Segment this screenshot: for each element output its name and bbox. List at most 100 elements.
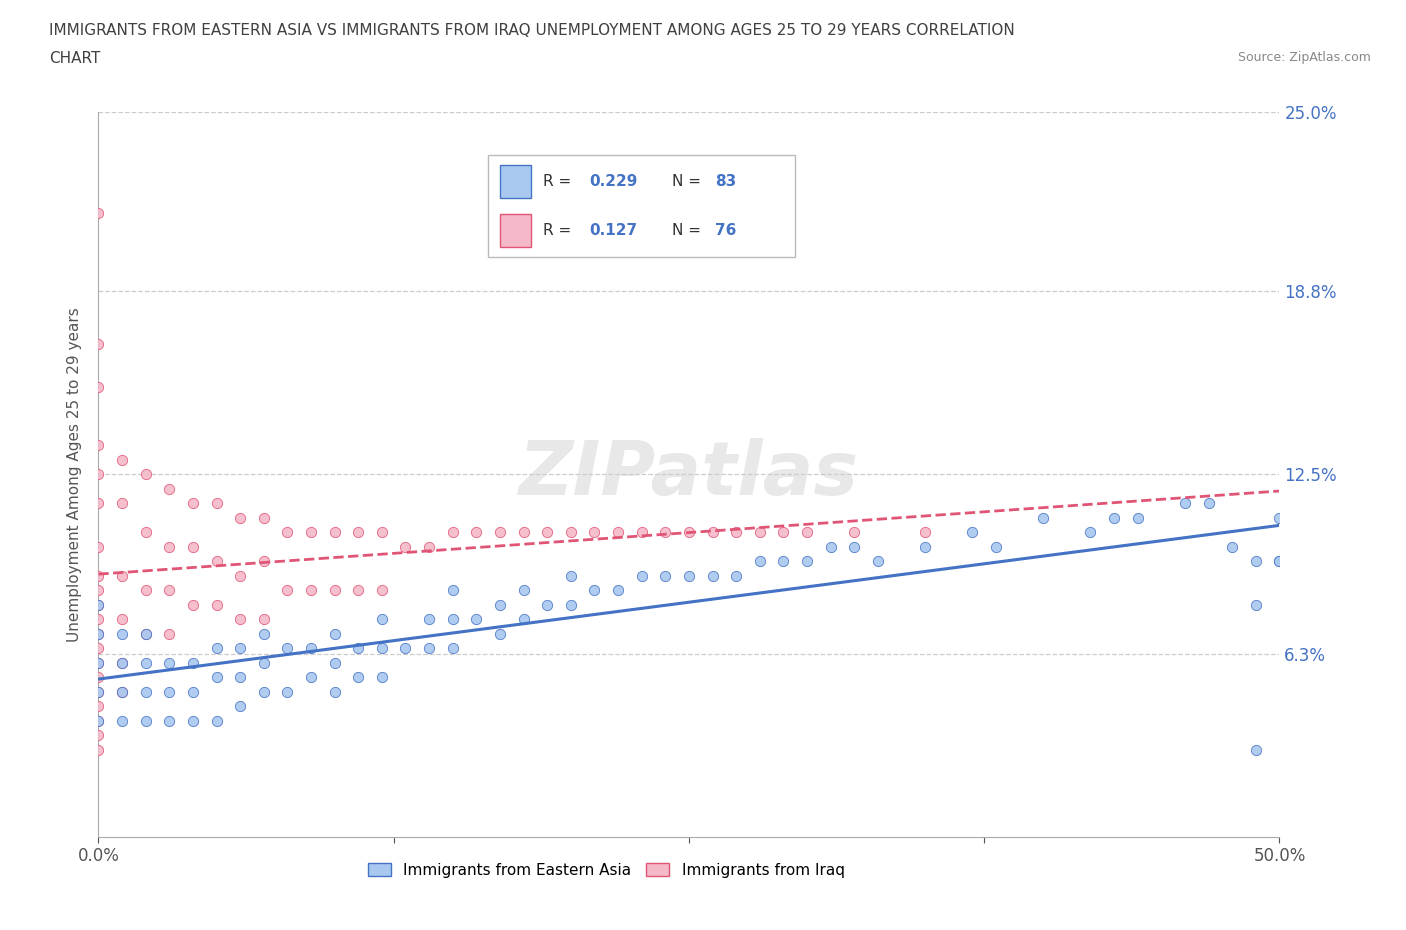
Point	[702, 568, 724, 583]
Point	[1126, 511, 1149, 525]
Point	[1244, 742, 1267, 757]
Point	[157, 539, 180, 554]
Point	[820, 539, 842, 554]
Point	[253, 656, 276, 671]
Point	[1268, 511, 1291, 525]
Point	[844, 539, 866, 554]
Point	[1174, 496, 1197, 511]
Y-axis label: Unemployment Among Ages 25 to 29 years: Unemployment Among Ages 25 to 29 years	[67, 307, 83, 642]
Point	[181, 539, 204, 554]
Point	[157, 482, 180, 497]
Point	[87, 337, 110, 352]
Point	[111, 684, 134, 699]
Point	[371, 670, 394, 684]
Point	[323, 627, 346, 642]
Point	[465, 525, 488, 539]
Point	[347, 670, 370, 684]
Point	[844, 525, 866, 539]
Point	[205, 670, 228, 684]
Point	[796, 525, 818, 539]
Point	[441, 583, 464, 598]
Point	[371, 583, 394, 598]
Point	[87, 713, 110, 728]
Point	[111, 656, 134, 671]
Point	[87, 656, 110, 671]
Point	[276, 641, 298, 656]
Point	[725, 525, 748, 539]
Point	[1244, 597, 1267, 612]
Point	[87, 641, 110, 656]
Text: CHART: CHART	[49, 51, 101, 66]
Point	[299, 583, 322, 598]
Point	[441, 612, 464, 627]
Text: IMMIGRANTS FROM EASTERN ASIA VS IMMIGRANTS FROM IRAQ UNEMPLOYMENT AMONG AGES 25 : IMMIGRANTS FROM EASTERN ASIA VS IMMIGRAN…	[49, 23, 1015, 38]
Point	[111, 612, 134, 627]
Point	[678, 568, 700, 583]
Point	[229, 568, 252, 583]
Point	[111, 496, 134, 511]
Point	[512, 525, 534, 539]
Point	[1268, 554, 1291, 569]
Point	[914, 525, 936, 539]
Point	[181, 496, 204, 511]
Point	[702, 525, 724, 539]
Point	[536, 525, 558, 539]
Point	[205, 554, 228, 569]
Point	[87, 583, 110, 598]
Point	[205, 597, 228, 612]
Point	[111, 684, 134, 699]
Point	[489, 627, 512, 642]
Point	[276, 583, 298, 598]
Point	[583, 583, 606, 598]
Point	[87, 379, 110, 394]
Point	[1080, 525, 1102, 539]
Point	[253, 511, 276, 525]
Point	[229, 641, 252, 656]
Point	[229, 699, 252, 714]
Point	[630, 568, 652, 583]
Point	[418, 641, 440, 656]
Point	[181, 597, 204, 612]
Point	[87, 684, 110, 699]
Point	[111, 656, 134, 671]
Point	[607, 583, 630, 598]
Point	[181, 713, 204, 728]
Point	[87, 597, 110, 612]
Point	[87, 597, 110, 612]
Point	[371, 641, 394, 656]
Point	[111, 713, 134, 728]
Point	[87, 206, 110, 220]
Point	[748, 554, 770, 569]
Point	[394, 539, 416, 554]
Point	[418, 612, 440, 627]
Point	[135, 713, 157, 728]
Point	[87, 496, 110, 511]
Point	[914, 539, 936, 554]
Point	[654, 568, 676, 583]
Point	[135, 467, 157, 482]
Point	[181, 656, 204, 671]
Point	[323, 583, 346, 598]
Point	[87, 612, 110, 627]
Point	[135, 684, 157, 699]
Point	[654, 525, 676, 539]
Point	[111, 568, 134, 583]
Point	[394, 641, 416, 656]
Text: Source: ZipAtlas.com: Source: ZipAtlas.com	[1237, 51, 1371, 64]
Point	[157, 583, 180, 598]
Point	[276, 684, 298, 699]
Point	[157, 627, 180, 642]
Point	[1198, 496, 1220, 511]
Point	[323, 656, 346, 671]
Point	[560, 525, 582, 539]
Point	[135, 656, 157, 671]
Point	[465, 612, 488, 627]
Point	[205, 496, 228, 511]
Point	[489, 597, 512, 612]
Point	[560, 597, 582, 612]
Point	[87, 699, 110, 714]
Point	[418, 539, 440, 554]
Point	[299, 641, 322, 656]
Point	[371, 525, 394, 539]
Point	[253, 684, 276, 699]
